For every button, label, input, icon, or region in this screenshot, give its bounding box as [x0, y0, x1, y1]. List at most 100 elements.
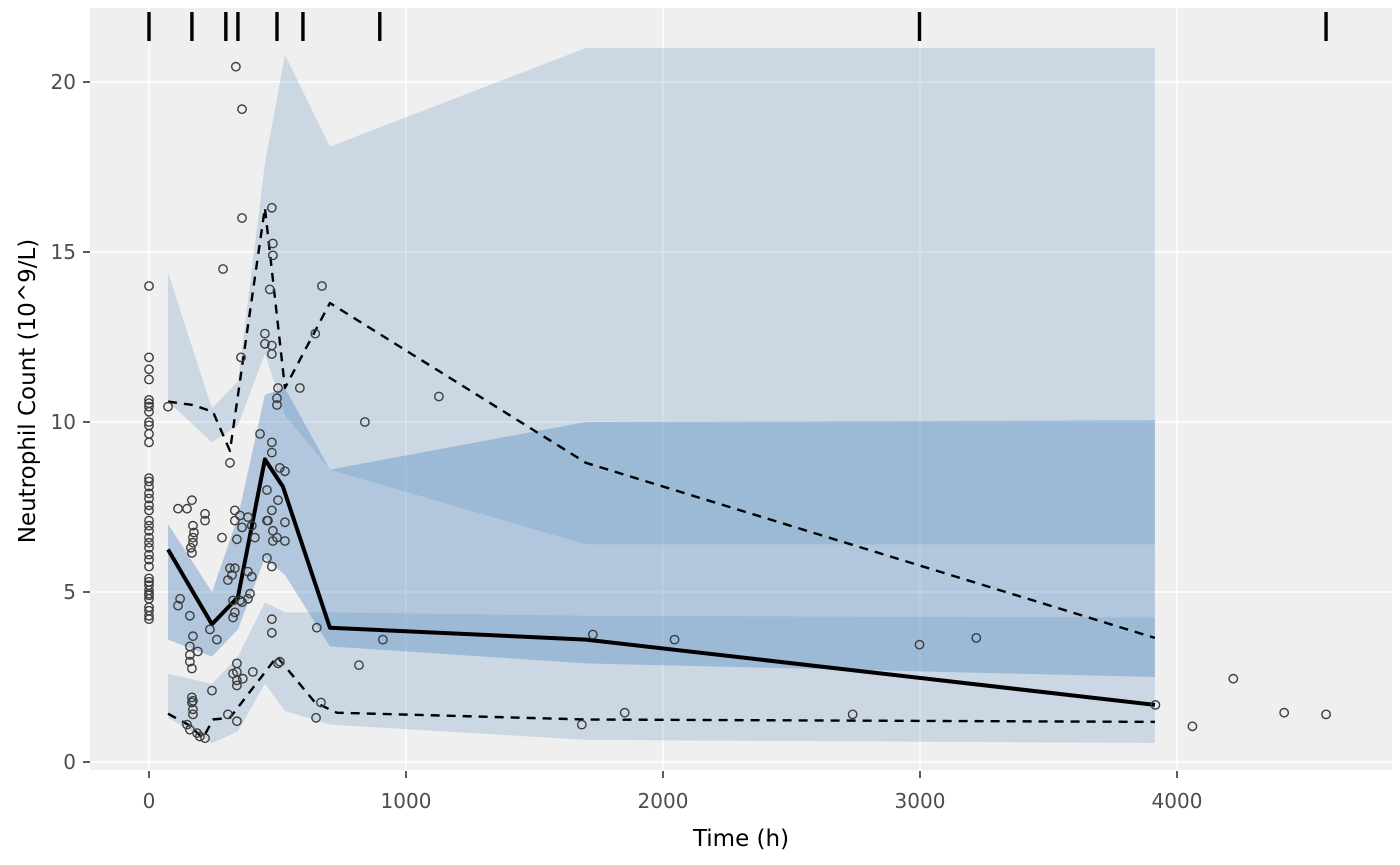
data-point: [247, 667, 258, 677]
data-point: [231, 716, 242, 727]
data-point: [184, 650, 195, 660]
data-point: [200, 515, 210, 526]
data-point: [144, 554, 154, 565]
data-point: [971, 633, 982, 643]
data-point: [184, 610, 195, 621]
data-point: [243, 593, 253, 604]
data-point: [188, 520, 198, 531]
data-point: [280, 536, 290, 546]
data-point: [222, 709, 233, 720]
data-point: [144, 281, 154, 291]
data-point: [144, 573, 154, 584]
data-point: [267, 238, 278, 249]
data-point: [144, 352, 154, 363]
data-point: [144, 525, 154, 536]
line-observed-5th-percentile: [167, 655, 1155, 740]
data-point: [144, 374, 154, 385]
x-tick-label: 2000: [638, 789, 689, 813]
data-point: [211, 634, 222, 645]
data-point: [229, 505, 240, 516]
data-point: [280, 466, 290, 477]
data-point: [255, 428, 265, 439]
data-point: [267, 250, 278, 261]
data-point: [1321, 709, 1331, 720]
data-point: [189, 527, 199, 538]
data-point: [237, 104, 247, 115]
data-point: [377, 634, 388, 645]
data-point: [433, 391, 444, 402]
data-point: [260, 328, 270, 339]
ribbon-ci-5th-percentile: [168, 602, 1155, 744]
data-point: [280, 517, 290, 528]
line-observed-median: [166, 457, 1156, 707]
data-point: [576, 719, 587, 730]
data-point: [144, 515, 154, 526]
data-point: [185, 542, 196, 553]
y-tick-label: 15: [51, 240, 76, 264]
data-point: [272, 393, 282, 404]
data-point: [354, 660, 364, 670]
y-tick-label: 5: [63, 580, 76, 604]
data-point: [266, 202, 277, 213]
data-point: [200, 508, 210, 519]
data-point: [187, 697, 197, 708]
data-point: [144, 532, 154, 543]
data-point: [207, 685, 217, 696]
data-point: [310, 328, 321, 339]
data-point: [144, 481, 154, 492]
data-point: [1228, 673, 1239, 684]
data-point: [243, 512, 253, 523]
data-point: [144, 537, 154, 548]
data-point: [262, 485, 272, 495]
ribbon-ci-95th-percentile: [168, 48, 1155, 545]
data-point: [273, 383, 283, 393]
data-point: [236, 352, 246, 363]
data-point: [317, 281, 327, 291]
data-point: [1279, 707, 1290, 718]
data-point: [274, 656, 285, 667]
data-point: [187, 495, 197, 506]
data-point: [144, 406, 154, 417]
data-point: [266, 627, 277, 638]
x-tick-label: 1000: [381, 789, 432, 813]
data-point: [311, 622, 322, 633]
data-point: [205, 624, 215, 635]
data-point: [188, 537, 198, 548]
data-point: [1150, 699, 1161, 710]
data-point: [266, 614, 277, 625]
data-point: [228, 612, 238, 623]
line-observed-95th-percentile: [167, 206, 1156, 640]
data-point: [144, 437, 154, 448]
data-point: [229, 563, 240, 574]
data-point: [914, 639, 925, 650]
data-point: [192, 646, 203, 657]
data-point: [144, 590, 154, 601]
data-point: [266, 437, 277, 448]
data-point: [217, 532, 227, 543]
ribbon-ci-median: [168, 388, 1155, 677]
y-axis-title: Neutrophil Count (10^9/L): [15, 238, 41, 544]
data-point: [187, 548, 197, 558]
data-point: [294, 383, 305, 393]
data-point: [249, 532, 260, 543]
data-point: [144, 561, 154, 572]
data-point: [266, 561, 277, 572]
data-point: [266, 505, 277, 516]
data-point: [262, 553, 272, 563]
data-point: [260, 338, 270, 349]
x-tick-label: 0: [143, 789, 156, 813]
data-point: [184, 656, 195, 667]
plot-panel: [90, 8, 1392, 770]
data-point: [144, 520, 154, 531]
data-point: [587, 629, 598, 640]
data-point: [144, 394, 154, 405]
y-tick-label: 0: [63, 750, 76, 774]
data-point: [1187, 721, 1198, 732]
data-point: [188, 631, 198, 642]
data-point: [218, 264, 228, 274]
data-point: [231, 534, 242, 545]
data-point: [225, 563, 235, 574]
data-point: [311, 712, 321, 723]
data-point: [144, 417, 154, 427]
data-point: [225, 457, 235, 468]
